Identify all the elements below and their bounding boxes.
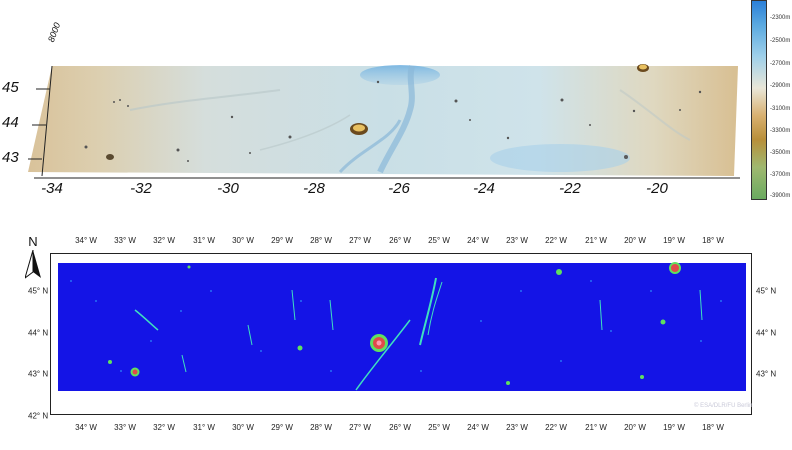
lon-label-top: 18° W — [702, 236, 724, 245]
lon-label-bottom: 27° W — [349, 423, 371, 432]
lon-label-top: 21° W — [585, 236, 607, 245]
lon-label-bottom: 32° W — [153, 423, 175, 432]
x-tick: -34 — [41, 180, 63, 197]
lon-label-top: 28° W — [310, 236, 332, 245]
lon-label-bottom: 29° W — [271, 423, 293, 432]
relief-3d-view — [28, 64, 740, 179]
lon-label-top: 19° W — [663, 236, 685, 245]
x-tick: -20 — [646, 180, 668, 197]
lon-label-top: 31° W — [193, 236, 215, 245]
lat-label-right: 44° N — [756, 328, 777, 338]
map-frame — [50, 253, 752, 415]
channel-blue-zone — [360, 65, 440, 85]
lon-label-bottom: 25° W — [428, 423, 450, 432]
legend-label: -3900m — [770, 193, 791, 199]
legend-label: -3500m — [770, 150, 791, 156]
legend-label: -2300m — [770, 15, 791, 21]
lat-label-left: 43° N — [28, 369, 49, 379]
x-tick: -26 — [388, 180, 410, 197]
legend-label: -3100m — [770, 106, 791, 112]
channel-feature — [377, 65, 415, 174]
lon-label-top: 23° W — [506, 236, 528, 245]
lon-label-bottom: 30° W — [232, 423, 254, 432]
x-tick: -22 — [559, 180, 581, 197]
y-tick-43: 43 — [2, 149, 19, 166]
lon-label-top: 27° W — [349, 236, 371, 245]
legend-label: -3700m — [770, 172, 791, 178]
legend-label: -2900m — [770, 83, 791, 89]
channel-feature-map — [355, 319, 411, 391]
legend-label: -3300m — [770, 128, 791, 134]
elevation-color-legend — [751, 0, 767, 200]
lon-label-bottom: 33° W — [114, 423, 136, 432]
lon-label-top: 26° W — [389, 236, 411, 245]
map-raster — [58, 263, 746, 391]
lon-label-bottom: 18° W — [702, 423, 724, 432]
x-tick: -28 — [303, 180, 325, 197]
x-tick: -32 — [130, 180, 152, 197]
lon-label-top: 25° W — [428, 236, 450, 245]
lon-label-bottom: 26° W — [389, 423, 411, 432]
lon-label-bottom: 34° W — [75, 423, 97, 432]
lon-label-bottom: 31° W — [193, 423, 215, 432]
lon-label-top: 29° W — [271, 236, 293, 245]
lat-label-right: 43° N — [756, 369, 777, 379]
lon-label-top: 24° W — [467, 236, 489, 245]
lon-label-bottom: 22° W — [545, 423, 567, 432]
x-tick: -24 — [473, 180, 495, 197]
lat-label-left: 44° N — [28, 328, 49, 338]
copyright-watermark: © ESA/DLR/FU Berlin — [694, 403, 753, 409]
lon-label-bottom: 21° W — [585, 423, 607, 432]
lon-label-bottom: 28° W — [310, 423, 332, 432]
y-tick-44: 44 — [2, 114, 19, 131]
north-arrow: N — [22, 234, 44, 280]
y-tick-45: 45 — [2, 79, 19, 96]
lat-label-left: 42° N — [28, 411, 49, 421]
legend-label: -2700m — [770, 61, 791, 67]
lon-label-top: 33° W — [114, 236, 136, 245]
lon-label-top: 20° W — [624, 236, 646, 245]
north-arrow-icon — [25, 250, 41, 279]
lat-label-right: 45° N — [756, 286, 777, 296]
lon-label-top: 34° W — [75, 236, 97, 245]
lon-label-bottom: 23° W — [506, 423, 528, 432]
north-label: N — [28, 234, 38, 249]
lon-label-bottom: 19° W — [663, 423, 685, 432]
lon-label-top: 22° W — [545, 236, 567, 245]
crater-west — [106, 154, 114, 160]
lon-label-top: 30° W — [232, 236, 254, 245]
lat-label-left: 45° N — [28, 286, 49, 296]
lon-label-bottom: 20° W — [624, 423, 646, 432]
blue-lowland — [490, 144, 630, 172]
lon-label-bottom: 24° W — [467, 423, 489, 432]
x-tick: -30 — [217, 180, 239, 197]
legend-label: -2500m — [770, 38, 791, 44]
lon-label-top: 32° W — [153, 236, 175, 245]
